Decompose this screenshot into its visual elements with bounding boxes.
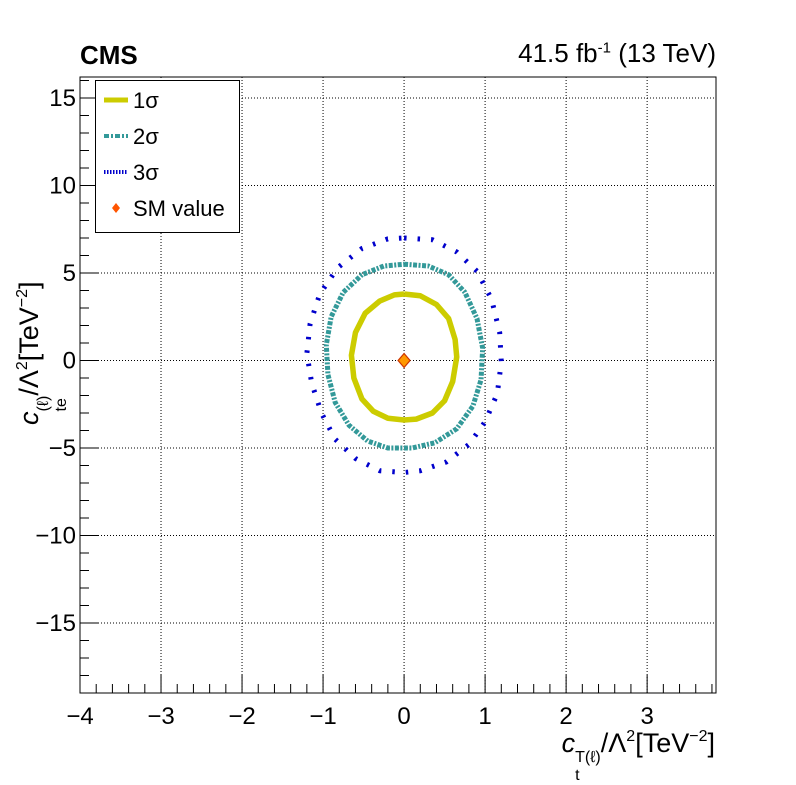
ylabel-unit-pow: −2	[14, 288, 31, 308]
sm-value-marker	[397, 352, 411, 369]
y-tick-label: 15	[49, 85, 76, 112]
x-tick-label: 3	[640, 703, 653, 730]
luminosity-label: 41.5 fb-1 (13 TeV)	[518, 38, 716, 69]
contour-1sigma	[348, 291, 460, 423]
xlabel-close: ]	[707, 728, 715, 758]
y-tick-label: 10	[49, 173, 76, 200]
y-tick-label: 5	[63, 260, 76, 287]
legend-entry-2sigma: 2σ	[96, 121, 239, 151]
legend-entry-3sigma: 3σ	[96, 157, 239, 187]
xlabel-rest: /Λ	[600, 728, 627, 758]
legend-symbol-3sigma	[104, 170, 128, 174]
x-tick-label: −3	[147, 703, 174, 730]
lumi-exponent: -1	[597, 39, 611, 57]
legend-label-1sigma: 1σ	[133, 88, 159, 113]
experiment-label: CMS	[80, 40, 138, 70]
y-tick-label: −5	[49, 435, 76, 462]
legend-entry-1sigma: 1σ	[96, 85, 239, 115]
legend-symbol-2sigma	[104, 134, 128, 138]
y-axis-label: c (ℓ) te/Λ2[TeV−2]	[14, 281, 71, 425]
legend-symbol-sm	[112, 203, 120, 213]
xlabel-pow: 2	[626, 728, 636, 745]
ylabel-sup: (ℓ)	[35, 395, 52, 412]
y-tick-label: −15	[35, 610, 76, 637]
xlabel-sup: T(ℓ)	[575, 749, 601, 766]
sm-point-group	[397, 352, 411, 369]
x-axis-label: c T(ℓ) t/Λ2[TeV−2]	[562, 728, 715, 785]
energy-value: (13 TeV)	[610, 38, 716, 68]
ylabel-unit: [TeV	[14, 307, 44, 362]
y-tick-label: 0	[63, 348, 76, 375]
xlabel-sub: t	[575, 767, 580, 784]
legend-label-3sigma: 3σ	[133, 160, 159, 185]
ylabel-supsub: (ℓ) te	[35, 396, 71, 412]
x-tick-label: −1	[309, 703, 336, 730]
tick-marks	[79, 80, 713, 694]
ylabel-rest: /Λ	[14, 370, 44, 396]
y-tick-label: −10	[35, 523, 76, 550]
legend: 1σ 2σ 3σ SM value	[95, 80, 240, 233]
legend-symbol-1sigma	[104, 97, 128, 103]
ylabel-pow: 2	[14, 361, 31, 371]
lumi-value: 41.5 fb	[518, 38, 598, 68]
legend-label-sm: SM value	[133, 196, 225, 221]
x-tick-label: 0	[397, 703, 410, 730]
x-tick-label: −4	[66, 703, 93, 730]
x-tick-label: 2	[559, 703, 572, 730]
ylabel-sub: te	[53, 398, 70, 412]
xlabel-supsub: T(ℓ) t	[575, 749, 601, 785]
xlabel-unit-pow: −2	[689, 728, 708, 745]
x-tick-label: 1	[478, 703, 491, 730]
x-tick-label: −2	[228, 703, 255, 730]
contours	[304, 235, 504, 475]
plot-frame-rect	[79, 76, 717, 694]
xlabel-main: c	[561, 728, 576, 758]
contour-2sigma	[323, 261, 486, 451]
legend-entry-sm: SM value	[96, 193, 239, 223]
ylabel-main: c	[14, 411, 44, 426]
plot-frame	[79, 76, 717, 694]
ylabel-close: ]	[14, 281, 44, 289]
legend-label-2sigma: 2σ	[133, 124, 159, 149]
xlabel-unit: [TeV	[635, 728, 690, 758]
